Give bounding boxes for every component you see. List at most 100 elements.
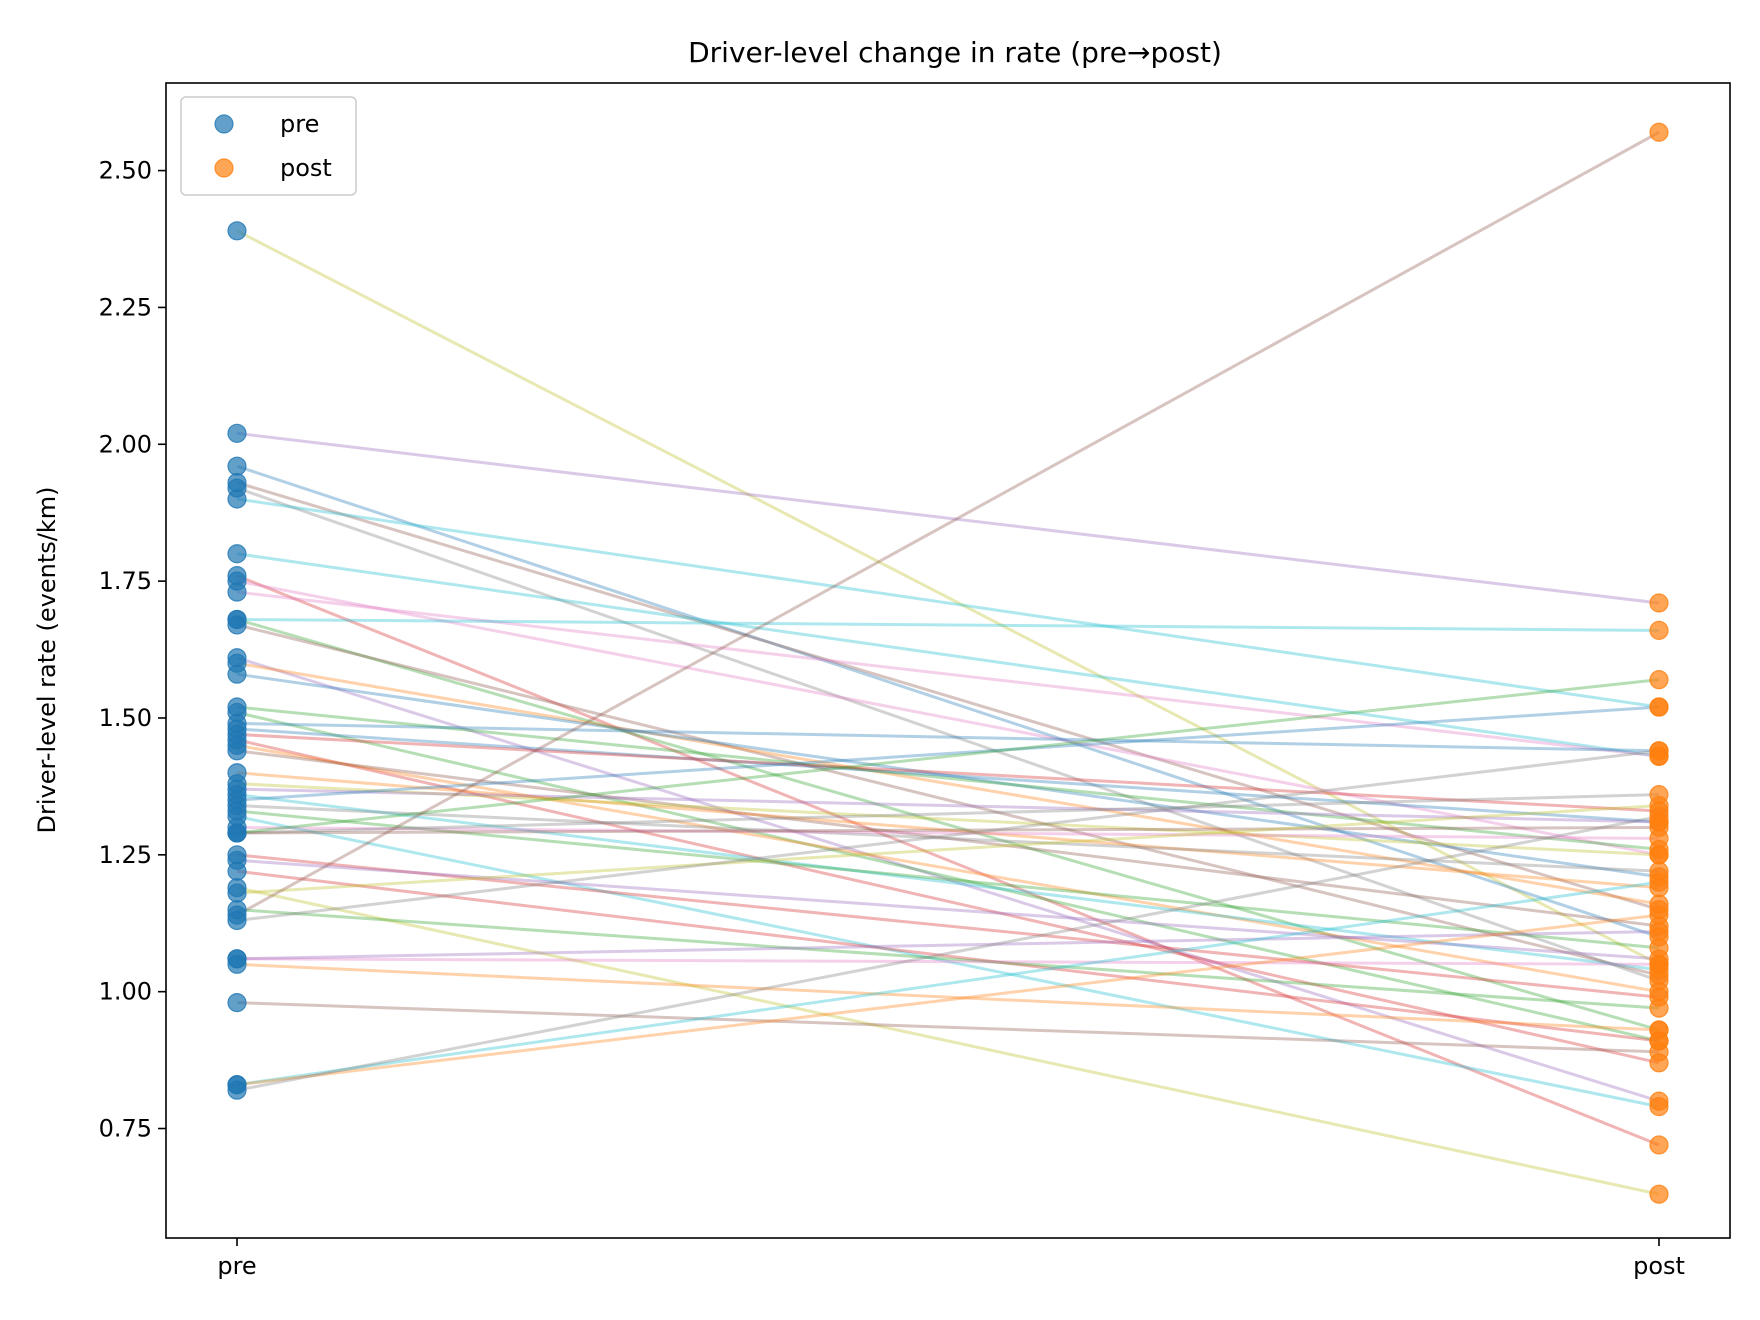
pre-point	[227, 615, 247, 635]
post-point	[1649, 806, 1669, 827]
post-point	[1649, 670, 1669, 690]
pre-point	[227, 582, 247, 602]
pre-point	[227, 741, 247, 761]
legend-post-label: post	[280, 154, 332, 182]
driver-change-line	[236, 771, 1660, 890]
plot-area	[165, 82, 1731, 1239]
post-point	[1649, 620, 1669, 640]
legend: pre post	[180, 96, 357, 196]
driver-change-line	[236, 815, 1660, 1109]
driver-change-line	[236, 579, 1660, 857]
y-tick-label: 1.50	[99, 704, 152, 732]
driver-change-line	[236, 574, 1660, 1147]
driver-change-line	[236, 678, 1660, 835]
pre-point	[227, 910, 247, 931]
post-point	[1649, 1184, 1669, 1204]
y-tick-label: 0.75	[99, 1115, 152, 1143]
post-point	[1649, 998, 1669, 1018]
post-point	[1649, 905, 1669, 925]
driver-change-line	[236, 431, 1660, 605]
pre-point	[227, 861, 247, 881]
driver-change-line	[236, 727, 1660, 824]
pre-point	[227, 456, 247, 476]
pre-point	[227, 954, 247, 974]
y-tick-label: 1.00	[99, 978, 152, 1006]
pre-point	[227, 423, 247, 443]
driver-change-line	[236, 1001, 1660, 1054]
driver-change-line	[236, 913, 1660, 1087]
driver-change-line	[236, 962, 1660, 1032]
post-point	[1649, 697, 1669, 717]
pair-lines	[236, 130, 1660, 1196]
post-point	[1649, 122, 1669, 142]
driver-change-line	[236, 552, 1660, 758]
driver-change-line	[236, 738, 1660, 1065]
driver-change-line	[236, 853, 1660, 999]
y-axis: 0.75 1.00 1.25 1.50 1.75 2.00 2.25 2.50	[99, 157, 166, 1143]
y-tick-label: 2.25	[99, 293, 152, 321]
post-point	[1649, 593, 1669, 613]
driver-change-line	[236, 825, 1660, 840]
driver-change-line	[236, 815, 1660, 1092]
driver-change-line	[236, 130, 1660, 917]
y-tick-label: 1.25	[99, 841, 152, 869]
driver-change-line	[236, 880, 1660, 1087]
driver-change-line	[236, 661, 1660, 906]
legend-post-marker	[214, 158, 234, 178]
driver-change-line	[236, 497, 1660, 709]
pre-point	[227, 823, 247, 843]
driver-change-line	[236, 705, 1660, 802]
driver-change-line	[236, 793, 1660, 835]
post-point	[1649, 1042, 1669, 1062]
driver-change-line	[236, 590, 1660, 758]
post-point	[1649, 1020, 1669, 1040]
driver-change-line	[236, 886, 1660, 1196]
driver-change-line	[236, 721, 1660, 753]
driver-change-line	[236, 705, 1660, 851]
driver-change-line	[236, 672, 1660, 879]
y-tick-label: 1.75	[99, 567, 152, 595]
post-point	[1649, 921, 1669, 942]
pre-point	[227, 883, 247, 903]
driver-change-line	[236, 929, 1660, 961]
driver-change-line	[236, 782, 1660, 857]
driver-change-line	[236, 743, 1660, 994]
driver-change-line	[236, 656, 1660, 1103]
driver-change-line	[236, 787, 1660, 824]
driver-change-line	[236, 957, 1660, 966]
driver-change-line	[236, 623, 1660, 977]
chart-title: Driver-level change in rate (pre→post)	[688, 36, 1222, 69]
driver-change-line	[236, 481, 1660, 912]
driver-change-line	[236, 464, 1660, 939]
post-points	[1649, 122, 1669, 1204]
driver-change-line	[236, 908, 1660, 1010]
post-point	[1649, 845, 1669, 865]
pre-point	[227, 1080, 247, 1100]
driver-change-line	[236, 793, 1660, 972]
post-point	[1649, 1135, 1669, 1155]
post-point	[1649, 954, 1669, 974]
plot-frame	[165, 82, 1731, 1239]
y-axis-title: Driver-level rate (events/km)	[33, 486, 61, 833]
x-tick-label: post	[1633, 1252, 1685, 1280]
driver-change-line	[236, 809, 1660, 950]
driver-change-line	[236, 618, 1660, 1032]
pre-point	[227, 221, 247, 241]
pre-point	[227, 993, 247, 1013]
x-tick-label: pre	[217, 1252, 256, 1280]
post-point	[1649, 1097, 1669, 1117]
driver-change-line	[236, 711, 1660, 1043]
driver-change-line	[236, 804, 1660, 895]
legend-pre-label: pre	[280, 110, 319, 138]
pre-point	[227, 664, 247, 684]
y-tick-label: 2.00	[99, 430, 152, 458]
driver-change-line	[236, 825, 1660, 835]
driver-change-line	[236, 732, 1660, 813]
post-point	[1649, 741, 1669, 761]
pre-point	[227, 544, 247, 564]
driver-change-line	[236, 804, 1660, 873]
driver-change-line	[236, 617, 1660, 632]
driver-change-line	[236, 858, 1660, 961]
